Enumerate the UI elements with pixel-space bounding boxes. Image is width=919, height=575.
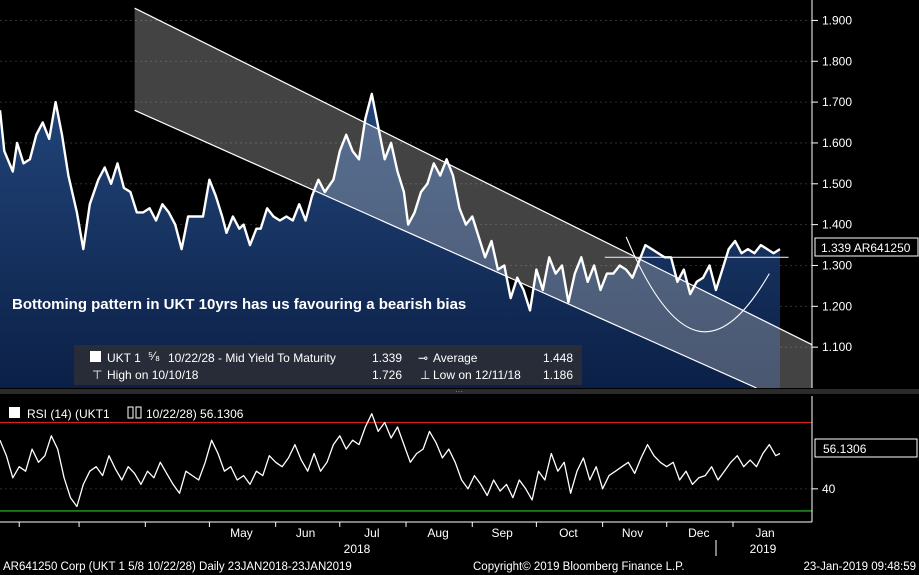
panel-grip-icon[interactable]: ⋯ (455, 387, 463, 396)
trend-channel-fill (134, 8, 812, 388)
price-y-tick-label: 1.100 (822, 340, 852, 354)
price-area-fill (0, 93, 780, 388)
legend-low-label: Low on 12/11/18 (433, 368, 521, 382)
last-rsi-tag: 56.1306 (814, 438, 918, 458)
legend-series-desc: 10/22/28 - Mid Yield To Maturity (168, 351, 336, 365)
average-icon: ⊸ (418, 351, 428, 365)
legend-series-label: UKT 1 (107, 351, 141, 365)
price-y-tick-label: 1.200 (822, 299, 852, 313)
legend-bg (74, 345, 582, 385)
price-y-tick-label: 1.600 (822, 136, 852, 150)
rsi-legend-box-icon-2 (135, 406, 142, 419)
rsi-panel: RSI (14) (UKT1 10/22/28) 56.1306 (0, 406, 812, 512)
price-line (0, 92, 781, 312)
price-y-tick-label: 1.700 (822, 95, 852, 109)
price-y-tick-label: 1.500 (822, 177, 852, 191)
series-swatch (90, 351, 101, 362)
year-label-2018: 2018 (344, 542, 371, 556)
x-month-label: Jun (296, 526, 315, 540)
rsi-line (0, 413, 781, 508)
high-marker-icon: ⊤ (92, 368, 102, 382)
legend-high-label: High on 10/10/18 (107, 368, 199, 382)
rsi-y-tick-label: 40 (822, 482, 836, 496)
low-marker-icon: ⊥ (420, 368, 430, 382)
price-y-tick-label: 1.300 (822, 258, 852, 272)
rsi-y-axis: 40 (811, 396, 836, 522)
x-month-label: Aug (427, 526, 448, 540)
legend-average-label: Average (433, 351, 478, 365)
footer-timestamp: 23-Jan-2019 09:48:59 (803, 561, 916, 573)
price-y-tick-label: 1.400 (822, 218, 852, 232)
last-rsi-tag-box (814, 438, 918, 458)
legend-high-value: 1.726 (372, 368, 402, 382)
price-panel: Bottoming pattern in UKT 10yrs has us fa… (0, 7, 812, 388)
last-price-label: 1.339 AR641250 (821, 241, 911, 255)
price-legend: UKT 1 ⁵⁄₈ 10/22/28 - Mid Yield To Maturi… (74, 345, 582, 385)
last-price-tag-box (814, 237, 919, 257)
legend-series-value: 1.339 (372, 351, 402, 365)
rsi-legend-box-icon (127, 406, 134, 419)
year-label-2019: 2019 (750, 542, 777, 556)
x-month-label: Jul (364, 526, 379, 540)
trend-channel-upper-line (134, 7, 812, 346)
trend-channel-lower-line (134, 109, 757, 388)
price-y-tick-label: 1.900 (822, 13, 852, 27)
price-y-axis: 1.900 1.800 1.700 1.600 1.500 1.400 1.300 1.200… (811, 0, 852, 388)
rsi-legend-rest: 10/22/28) 56.1306 (146, 407, 244, 421)
time-x-axis: May Jun Jul Aug Sep Oct Nov Dec Jan (0, 521, 812, 540)
rsi-legend-label: RSI (14) (UKT1 (27, 407, 110, 421)
x-month-label: Oct (559, 526, 578, 540)
chart-annotation: Bottoming pattern in UKT 10yrs has us fa… (12, 296, 466, 313)
rsi-swatch (9, 407, 20, 418)
x-month-label: May (230, 526, 253, 540)
rounding-bottom-curve (625, 236, 770, 333)
price-y-tick-label: 1.800 (822, 54, 852, 68)
last-price-tag: 1.339 AR641250 (814, 237, 919, 257)
last-rsi-label: 56.1306 (823, 442, 867, 456)
x-month-label: Jan (755, 526, 774, 540)
footer-copyright: Copyright© 2019 Bloomberg Finance L.P. (473, 561, 685, 573)
footer-bar (0, 558, 919, 575)
panel-divider[interactable] (0, 389, 919, 394)
x-month-label: Nov (622, 526, 643, 540)
legend-low-value: 1.186 (543, 368, 573, 382)
footer-left: AR641250 Corp (UKT 1 5/8 10/22/28) Daily… (3, 561, 352, 573)
coupon-fraction-icon: ⁵⁄₈ (148, 349, 160, 363)
legend-average-value: 1.448 (543, 351, 573, 365)
x-month-label: Sep (492, 526, 514, 540)
x-month-label: Dec (688, 526, 709, 540)
